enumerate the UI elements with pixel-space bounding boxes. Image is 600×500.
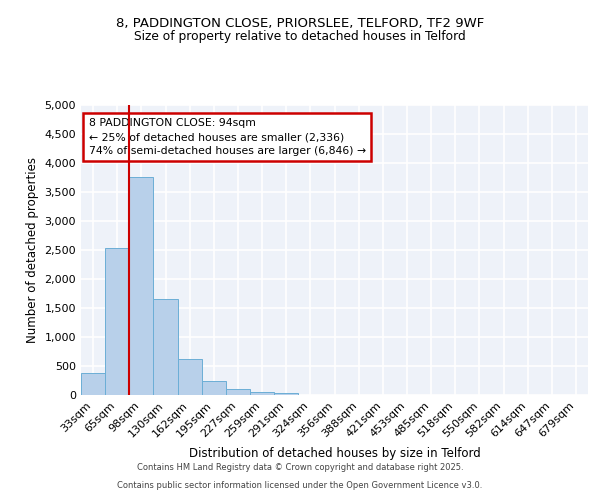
Bar (81, 373, 105, 395)
Bar (154, 300, 178, 395)
Bar (202, 381, 226, 395)
Text: 8, PADDINGTON CLOSE, PRIORSLEE, TELFORD, TF2 9WF: 8, PADDINGTON CLOSE, PRIORSLEE, TELFORD,… (116, 18, 484, 30)
Bar (178, 359, 202, 395)
Text: Size of property relative to detached houses in Telford: Size of property relative to detached ho… (134, 30, 466, 43)
Text: Contains HM Land Registry data © Crown copyright and database right 2025.: Contains HM Land Registry data © Crown c… (137, 464, 463, 472)
X-axis label: Distribution of detached houses by size in Telford: Distribution of detached houses by size … (188, 447, 481, 460)
Y-axis label: Number of detached properties: Number of detached properties (26, 157, 39, 343)
Bar (105, 248, 129, 395)
Bar (274, 394, 298, 395)
Bar (129, 177, 154, 395)
Text: 8 PADDINGTON CLOSE: 94sqm
← 25% of detached houses are smaller (2,336)
74% of se: 8 PADDINGTON CLOSE: 94sqm ← 25% of detac… (89, 118, 366, 156)
Text: Contains public sector information licensed under the Open Government Licence v3: Contains public sector information licen… (118, 481, 482, 490)
Bar (250, 392, 274, 395)
Bar (226, 389, 250, 395)
